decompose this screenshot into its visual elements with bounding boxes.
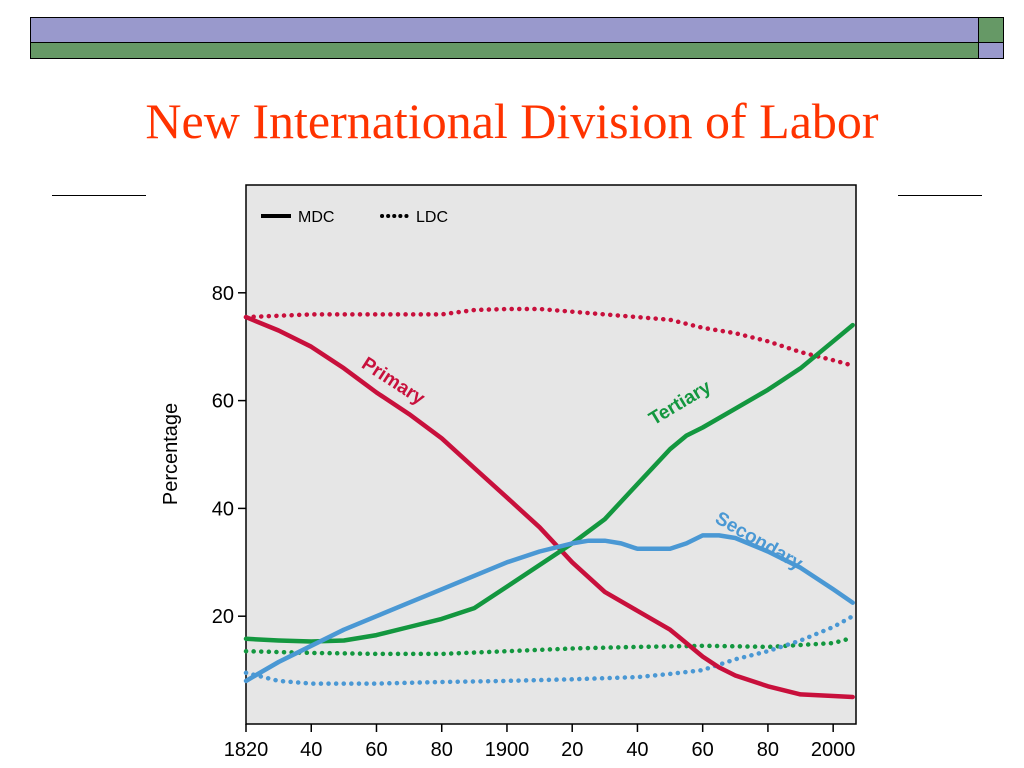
header-square-lavender — [978, 42, 1004, 59]
legend: MDC LDC — [261, 209, 448, 226]
y-tick-label-80: 80 — [212, 283, 234, 305]
x-tick-label-1940: 40 — [626, 739, 648, 761]
y-tick-label-20: 20 — [212, 606, 234, 628]
x-tick-label-1880: 80 — [431, 739, 453, 761]
x-tick-label-1820: 1820 — [224, 739, 269, 761]
x-tick-label-1860: 60 — [365, 739, 387, 761]
series-mdc-secondary — [243, 533, 855, 684]
slide-title: New International Division of Labor — [145, 93, 879, 149]
x-tick-label-1960: 60 — [692, 739, 714, 761]
y-axis-label: Percentage — [160, 403, 182, 505]
series-mdc-primary — [243, 314, 855, 700]
legend-ldc-label: LDC — [416, 209, 448, 226]
x-tick-label-1980: 80 — [757, 739, 779, 761]
series-mdc-tertiary — [243, 322, 855, 644]
y-tick-label-40: 40 — [212, 498, 234, 520]
series-ldc-secondary — [243, 613, 855, 686]
x-tick-label-1900: 1900 — [485, 739, 530, 761]
title-rule-left — [52, 195, 146, 196]
legend-mdc-label: MDC — [298, 209, 334, 226]
x-tick-label-1840: 40 — [300, 739, 322, 761]
x-tick-label-2000: 2000 — [811, 739, 856, 761]
title-rule-right — [898, 195, 982, 196]
series-ldc-primary — [243, 306, 855, 368]
x-tick-label-1920: 20 — [561, 739, 583, 761]
y-tick-label-60: 60 — [212, 391, 234, 413]
series-ldc-tertiary — [243, 635, 855, 657]
plot-area — [245, 184, 857, 725]
